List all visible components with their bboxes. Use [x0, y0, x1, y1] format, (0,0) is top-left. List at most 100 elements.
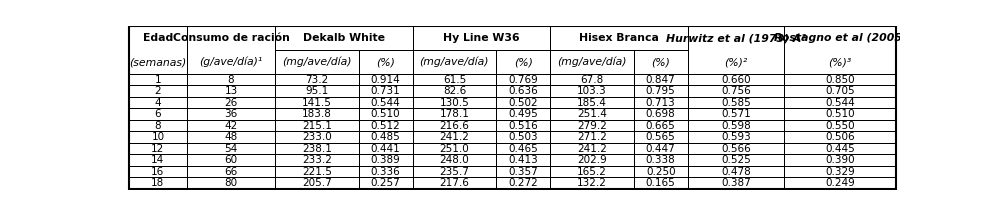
Bar — [634, 166, 688, 177]
Text: 18: 18 — [151, 178, 165, 188]
Bar — [634, 154, 688, 166]
Text: 271.2: 271.2 — [577, 132, 607, 142]
Text: Rostagno et al (2005): Rostagno et al (2005) — [774, 33, 907, 43]
Text: 0.516: 0.516 — [508, 121, 538, 131]
Bar — [413, 26, 550, 50]
Bar — [634, 97, 688, 108]
Text: 0.705: 0.705 — [825, 86, 855, 96]
Bar — [413, 108, 496, 120]
Bar — [359, 143, 413, 154]
Bar — [688, 143, 784, 154]
Text: 202.9: 202.9 — [577, 155, 607, 165]
Text: 0.598: 0.598 — [721, 121, 751, 131]
Bar — [359, 131, 413, 143]
Bar — [634, 50, 688, 74]
Bar — [275, 177, 359, 189]
Text: 221.5: 221.5 — [302, 167, 332, 177]
Text: 14: 14 — [151, 155, 165, 165]
Bar — [359, 166, 413, 177]
Text: (mg/ave/día): (mg/ave/día) — [557, 57, 627, 68]
Text: 0.544: 0.544 — [371, 98, 400, 108]
Bar — [187, 131, 275, 143]
Bar — [129, 26, 187, 74]
Text: 0.502: 0.502 — [508, 98, 538, 108]
Text: 60: 60 — [224, 155, 238, 165]
Text: 8: 8 — [155, 121, 161, 131]
Text: 12: 12 — [151, 144, 165, 154]
Bar — [784, 166, 896, 177]
Bar — [413, 166, 496, 177]
Text: 251.4: 251.4 — [577, 109, 607, 119]
Text: 0.510: 0.510 — [371, 109, 400, 119]
Bar — [784, 108, 896, 120]
Text: 0.550: 0.550 — [825, 121, 855, 131]
Text: 0.441: 0.441 — [371, 144, 400, 154]
Text: 0.795: 0.795 — [646, 86, 676, 96]
Bar — [275, 143, 359, 154]
Text: 42: 42 — [224, 121, 238, 131]
Bar — [413, 120, 496, 131]
Bar — [359, 97, 413, 108]
Bar — [275, 85, 359, 97]
Text: (%)²: (%)² — [724, 57, 748, 67]
Bar — [275, 154, 359, 166]
Text: 248.0: 248.0 — [440, 155, 469, 165]
Bar — [413, 85, 496, 97]
Text: 241.2: 241.2 — [577, 144, 607, 154]
Bar — [784, 177, 896, 189]
Bar — [496, 177, 550, 189]
Bar — [550, 143, 634, 154]
Bar — [496, 143, 550, 154]
Bar — [496, 120, 550, 131]
Bar — [413, 154, 496, 166]
Text: 0.660: 0.660 — [721, 75, 751, 85]
Bar — [413, 50, 496, 74]
Text: 10: 10 — [151, 132, 164, 142]
Text: (%): (%) — [651, 57, 670, 67]
Bar — [359, 85, 413, 97]
Bar — [187, 177, 275, 189]
Text: (%): (%) — [376, 57, 395, 67]
Bar — [275, 74, 359, 85]
Text: 0.731: 0.731 — [371, 86, 400, 96]
Text: 0.257: 0.257 — [371, 178, 400, 188]
Bar — [359, 154, 413, 166]
Text: Hurwitz et al (1973) A²: Hurwitz et al (1973) A² — [666, 33, 806, 43]
Text: 238.1: 238.1 — [302, 144, 332, 154]
Bar — [413, 143, 496, 154]
Bar — [688, 85, 784, 97]
Bar — [550, 131, 634, 143]
Text: 0.249: 0.249 — [825, 178, 855, 188]
Text: 185.4: 185.4 — [577, 98, 607, 108]
Text: 0.478: 0.478 — [721, 167, 751, 177]
Text: 183.8: 183.8 — [302, 109, 332, 119]
Bar — [275, 108, 359, 120]
Bar — [275, 50, 359, 74]
Text: 0.713: 0.713 — [646, 98, 676, 108]
Bar — [187, 120, 275, 131]
Text: 0.250: 0.250 — [646, 167, 676, 177]
Bar — [688, 26, 784, 74]
Text: (%): (%) — [514, 57, 533, 67]
Text: (semanas): (semanas) — [129, 57, 187, 67]
Text: 36: 36 — [224, 109, 238, 119]
Bar — [129, 120, 187, 131]
Text: 4: 4 — [155, 98, 161, 108]
Text: 0.503: 0.503 — [508, 132, 538, 142]
Text: (mg/ave/día): (mg/ave/día) — [420, 57, 489, 68]
Bar — [784, 154, 896, 166]
Bar — [187, 166, 275, 177]
Bar — [634, 120, 688, 131]
Text: 165.2: 165.2 — [577, 167, 607, 177]
Bar — [784, 85, 896, 97]
Bar — [634, 85, 688, 97]
Text: Dekalb White: Dekalb White — [303, 33, 385, 43]
Bar — [129, 74, 187, 85]
Bar — [634, 74, 688, 85]
Bar — [688, 166, 784, 177]
Text: 235.7: 235.7 — [439, 167, 469, 177]
Text: (mg/ave/día): (mg/ave/día) — [282, 57, 352, 68]
Text: (g/ave/día)¹: (g/ave/día)¹ — [199, 57, 263, 68]
Text: 216.6: 216.6 — [439, 121, 469, 131]
Text: 48: 48 — [224, 132, 238, 142]
